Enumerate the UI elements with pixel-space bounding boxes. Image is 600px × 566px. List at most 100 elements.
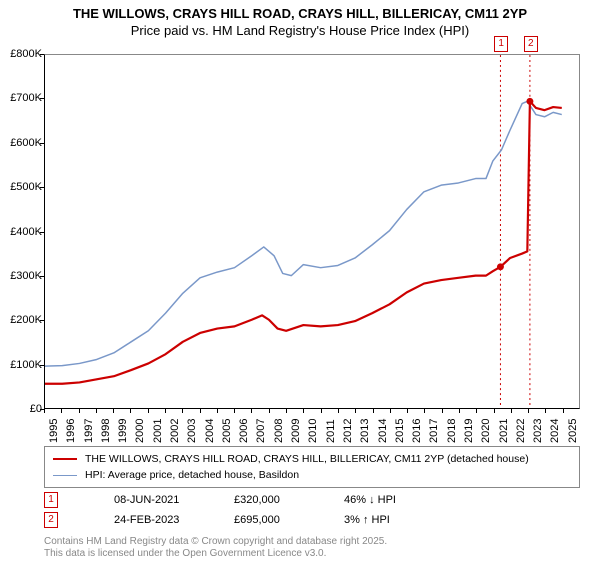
x-tick: [165, 409, 166, 413]
legend-label-hpi: HPI: Average price, detached house, Basi…: [85, 469, 299, 481]
chart-title-sub: Price paid vs. HM Land Registry's House …: [0, 23, 600, 38]
x-tick: [459, 409, 460, 413]
x-tick: [338, 409, 339, 413]
x-tick-label: 2024: [549, 419, 561, 443]
x-tick: [200, 409, 201, 413]
x-tick-label: 2022: [515, 419, 527, 443]
x-tick-label: 2017: [428, 419, 440, 443]
sale-2-date: 24-FEB-2023: [114, 514, 204, 526]
x-tick: [373, 409, 374, 413]
x-tick: [148, 409, 149, 413]
x-tick: [217, 409, 218, 413]
sale-marker-2-box: 2: [44, 512, 58, 528]
sale-marker-top-1: 1: [494, 36, 508, 52]
x-tick-label: 2001: [152, 419, 164, 443]
x-tick: [269, 409, 270, 413]
x-tick: [113, 409, 114, 413]
x-tick: [424, 409, 425, 413]
x-tick-label: 2005: [221, 419, 233, 443]
x-tick: [442, 409, 443, 413]
x-tick-label: 2003: [186, 419, 198, 443]
x-tick: [61, 409, 62, 413]
x-tick: [182, 409, 183, 413]
x-tick-label: 2006: [238, 419, 250, 443]
sale-2-price: £695,000: [234, 514, 304, 526]
x-tick-label: 2020: [480, 419, 492, 443]
x-tick: [321, 409, 322, 413]
x-tick: [476, 409, 477, 413]
x-tick-label: 1999: [117, 419, 129, 443]
x-tick-label: 2023: [532, 419, 544, 443]
x-tick-label: 2012: [342, 419, 354, 443]
x-tick-label: 2011: [325, 419, 337, 443]
legend-swatch-price-paid: [53, 458, 77, 460]
x-tick-label: 2025: [567, 419, 579, 443]
sale-marker-1-box: 1: [44, 492, 58, 508]
x-tick-label: 2009: [290, 419, 302, 443]
x-tick-label: 2000: [134, 419, 146, 443]
x-tick: [407, 409, 408, 413]
plot-area: [44, 54, 580, 409]
x-tick-label: 2014: [377, 419, 389, 443]
x-tick-label: 2018: [446, 419, 458, 443]
sale-row-1: 1 08-JUN-2021 £320,000 46% ↓ HPI: [44, 492, 472, 508]
x-tick-label: 2015: [394, 419, 406, 443]
x-tick-label: 2007: [255, 419, 267, 443]
y-tick-label: £500K: [2, 181, 42, 193]
footer-line2: This data is licensed under the Open Gov…: [44, 548, 326, 560]
chart-container: THE WILLOWS, CRAYS HILL ROAD, CRAYS HILL…: [0, 6, 600, 566]
legend-row-hpi: HPI: Average price, detached house, Basi…: [53, 467, 571, 483]
x-tick-label: 2013: [359, 419, 371, 443]
y-tick-label: £0: [2, 403, 42, 415]
footer-line1: Contains HM Land Registry data © Crown c…: [44, 536, 387, 548]
sale-1-date: 08-JUN-2021: [114, 494, 204, 506]
legend-swatch-hpi: [53, 475, 77, 476]
x-tick-label: 1998: [100, 419, 112, 443]
sale-marker-top-2: 2: [524, 36, 538, 52]
legend-row-price-paid: THE WILLOWS, CRAYS HILL ROAD, CRAYS HILL…: [53, 451, 571, 467]
x-tick: [251, 409, 252, 413]
x-tick: [234, 409, 235, 413]
x-tick-label: 2019: [463, 419, 475, 443]
plot-svg: [45, 55, 579, 408]
series-price-paid: [45, 101, 562, 383]
sale-1-pct: 46% ↓ HPI: [344, 494, 434, 506]
sale-2-pct: 3% ↑ HPI: [344, 514, 434, 526]
x-tick-label: 2004: [204, 419, 216, 443]
x-tick: [528, 409, 529, 413]
x-tick-label: 1997: [83, 419, 95, 443]
x-tick-label: 2016: [411, 419, 423, 443]
x-tick-label: 2010: [307, 419, 319, 443]
x-tick: [286, 409, 287, 413]
x-tick-label: 1995: [48, 419, 60, 443]
x-tick-label: 2021: [498, 419, 510, 443]
series-hpi: [45, 101, 562, 366]
x-tick: [563, 409, 564, 413]
y-tick-label: £400K: [2, 226, 42, 238]
y-tick-label: £800K: [2, 48, 42, 60]
sale-1-price: £320,000: [234, 494, 304, 506]
x-tick-label: 1996: [65, 419, 77, 443]
sale-marker-dot: [497, 263, 504, 270]
x-tick: [79, 409, 80, 413]
y-tick-label: £600K: [2, 137, 42, 149]
y-tick-label: £200K: [2, 314, 42, 326]
y-tick-label: £700K: [2, 92, 42, 104]
x-tick: [494, 409, 495, 413]
sale-row-2: 2 24-FEB-2023 £695,000 3% ↑ HPI: [44, 512, 472, 528]
x-tick: [390, 409, 391, 413]
sale-marker-dot: [526, 98, 533, 105]
chart-title-main: THE WILLOWS, CRAYS HILL ROAD, CRAYS HILL…: [0, 6, 600, 21]
legend: THE WILLOWS, CRAYS HILL ROAD, CRAYS HILL…: [44, 446, 580, 488]
x-tick: [545, 409, 546, 413]
x-tick: [44, 409, 45, 413]
x-tick: [96, 409, 97, 413]
x-tick-label: 2002: [169, 419, 181, 443]
legend-label-price-paid: THE WILLOWS, CRAYS HILL ROAD, CRAYS HILL…: [85, 453, 529, 465]
x-tick: [355, 409, 356, 413]
x-tick-label: 2008: [273, 419, 285, 443]
x-tick: [130, 409, 131, 413]
y-tick-label: £100K: [2, 359, 42, 371]
y-tick-label: £300K: [2, 270, 42, 282]
x-tick: [511, 409, 512, 413]
